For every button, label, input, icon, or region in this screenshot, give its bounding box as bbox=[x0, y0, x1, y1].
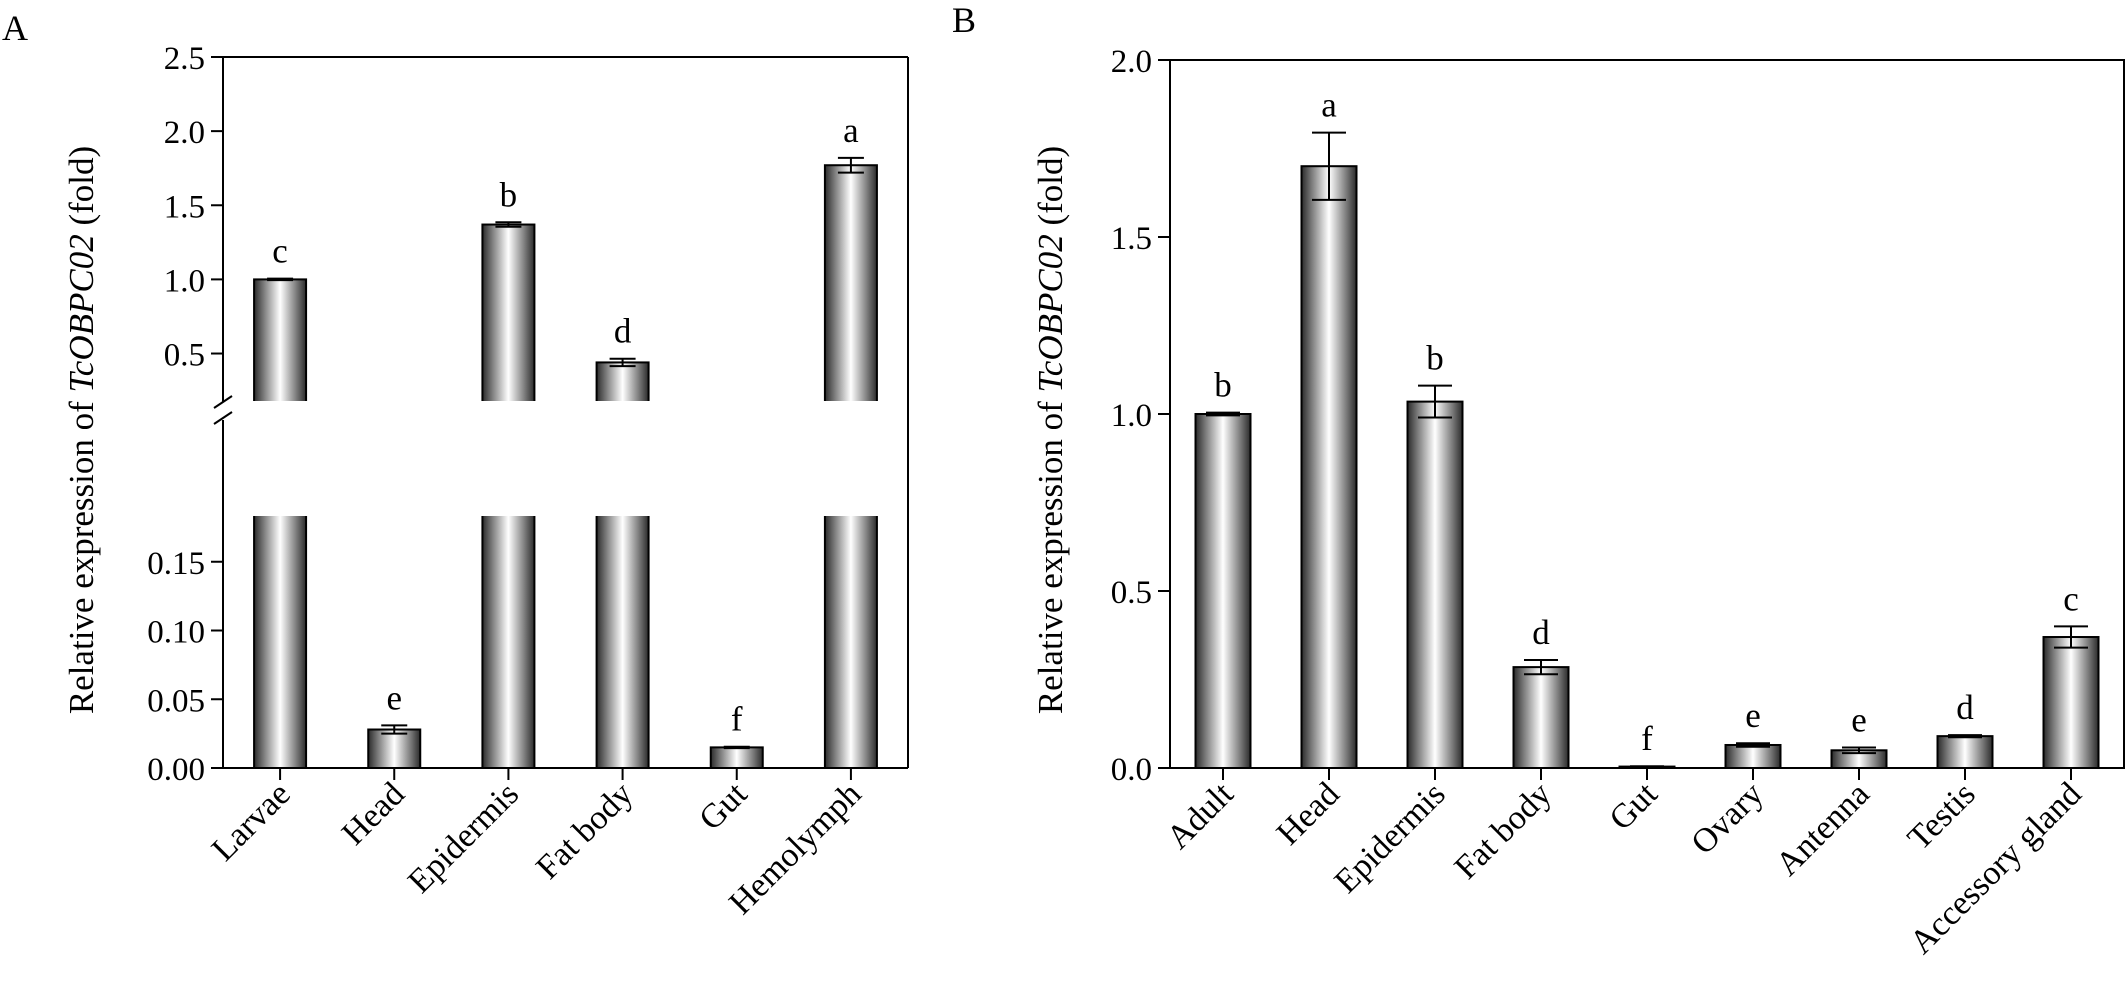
significance-label-a-2: b bbox=[500, 175, 518, 214]
y-tick-label-upper-a-1: 1.0 bbox=[164, 263, 205, 299]
y-tick-label-lower-a-3: 0.15 bbox=[147, 546, 205, 582]
bars-b: b a b d f e e d c bbox=[1194, 86, 2100, 770]
x-tick-label-a-4: Gut bbox=[692, 775, 755, 838]
significance-label-a-1: e bbox=[386, 678, 402, 717]
y-axis-label-b: Relative expression of TcOBPC02 (fold) bbox=[1031, 146, 1070, 714]
bars-a: c e b d f a bbox=[250, 111, 881, 770]
y-tick-label-b-1: 0.5 bbox=[1111, 575, 1152, 611]
y-tick-label-lower-a-1: 0.05 bbox=[147, 683, 205, 719]
y-tick-label-upper-a-3: 2.0 bbox=[164, 115, 205, 151]
axis-break-gap-a-5 bbox=[820, 401, 881, 516]
y-tick-label-lower-a-0: 0.00 bbox=[147, 752, 205, 788]
significance-label-b-7: d bbox=[1956, 688, 1974, 727]
x-tick-label-b-4: Gut bbox=[1602, 775, 1665, 838]
y-axis-label-b-prefix: Relative expression of bbox=[1031, 392, 1070, 714]
axis-break-gap-a-0 bbox=[250, 401, 311, 516]
bar-b-3 bbox=[1512, 666, 1570, 769]
y-tick-label-b-0: 0.0 bbox=[1111, 752, 1152, 788]
significance-label-a-4: f bbox=[731, 700, 743, 739]
significance-label-b-3: d bbox=[1532, 613, 1550, 652]
x-tick-label-b-0: Adult bbox=[1160, 775, 1241, 856]
y-axis-label-a: Relative expression of TcOBPC02 (fold) bbox=[62, 146, 101, 714]
significance-label-a-3: d bbox=[614, 312, 632, 351]
significance-label-b-5: e bbox=[1745, 696, 1761, 735]
y-axis-label-b-suffix: (fold) bbox=[1031, 146, 1070, 234]
x-tick-label-b-7: Testis bbox=[1901, 775, 1983, 857]
significance-label-b-2: b bbox=[1426, 339, 1444, 378]
y-axis-label-a-suffix: (fold) bbox=[62, 146, 101, 234]
x-tick-label-a-1: Head bbox=[335, 775, 412, 852]
bar-a-0 bbox=[253, 278, 308, 769]
axis-break-mark-a-1 bbox=[213, 395, 233, 409]
x-tick-label-b-5: Ovary bbox=[1684, 775, 1770, 861]
bar-a-1 bbox=[367, 728, 422, 769]
x-tick-label-a-2: Epidermis bbox=[401, 775, 526, 900]
significance-label-a-5: a bbox=[843, 111, 859, 150]
y-axis-label-a-prefix: Relative expression of bbox=[62, 392, 101, 714]
panel-letter-a: A bbox=[2, 8, 28, 48]
significance-label-b-4: f bbox=[1641, 719, 1653, 758]
y-tick-label-upper-a-2: 1.5 bbox=[164, 189, 205, 225]
chart-panel-b: B Relative expression of TcOBPC02 (fold)… bbox=[952, 0, 2125, 961]
x-tick-label-b-2: Epidermis bbox=[1328, 775, 1453, 900]
bar-b-5 bbox=[1724, 743, 1782, 769]
axis-break-gap-a-3 bbox=[592, 401, 653, 516]
bar-b-2 bbox=[1406, 400, 1464, 769]
axis-break-mark-a-2 bbox=[213, 411, 233, 425]
bar-b-8 bbox=[2042, 636, 2100, 770]
significance-label-b-8: c bbox=[2063, 579, 2079, 618]
significance-label-b-1: a bbox=[1321, 86, 1337, 125]
bar-b-7 bbox=[1936, 735, 1994, 770]
y-tick-label-upper-a-4: 2.5 bbox=[164, 41, 205, 77]
significance-label-b-0: b bbox=[1214, 366, 1232, 405]
chart-panel-a: A Relative expression of TcOBPC02 (fold)… bbox=[2, 8, 909, 922]
x-tick-label-a-0: Larvae bbox=[205, 775, 298, 868]
y-axis-label-a-gene: TcOBPC02 bbox=[62, 234, 101, 392]
significance-label-a-0: c bbox=[272, 232, 288, 271]
x-tick-label-b-3: Fat body bbox=[1448, 775, 1559, 886]
y-tick-label-lower-a-2: 0.10 bbox=[147, 615, 205, 651]
y-tick-label-b-3: 1.5 bbox=[1111, 221, 1152, 257]
bar-b-0 bbox=[1194, 413, 1252, 769]
panel-letter-b: B bbox=[952, 0, 976, 40]
significance-label-b-6: e bbox=[1851, 700, 1867, 739]
y-tick-label-b-4: 2.0 bbox=[1111, 44, 1152, 80]
y-tick-label-upper-a-0: 0.5 bbox=[164, 338, 205, 374]
y-axis-label-b-gene: TcOBPC02 bbox=[1031, 234, 1070, 392]
axis-break-gap-a-2 bbox=[478, 401, 539, 516]
x-tick-label-b-6: Antenna bbox=[1769, 775, 1877, 883]
y-tick-label-b-2: 1.0 bbox=[1111, 398, 1152, 434]
x-tick-label-a-3: Fat body bbox=[529, 775, 640, 886]
bar-b-1 bbox=[1300, 165, 1358, 769]
bar-a-4 bbox=[709, 746, 764, 769]
x-tick-label-b-1: Head bbox=[1270, 775, 1347, 852]
